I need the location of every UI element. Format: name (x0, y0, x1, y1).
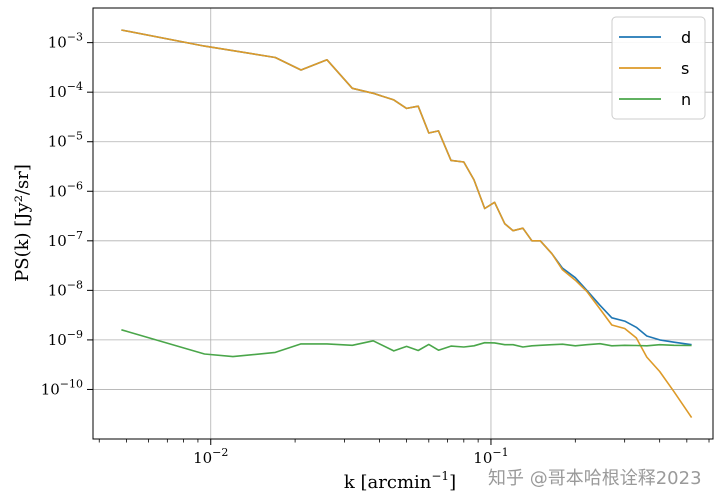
watermark-text: 知乎 @哥本哈根诠释2023 (488, 468, 702, 489)
y-tick-label: 10−4 (48, 80, 83, 101)
series-line-d (121, 29, 692, 346)
x-tick-label: 10−1 (473, 446, 508, 467)
y-tick-label: 10−5 (48, 130, 83, 151)
series-lines (121, 29, 693, 419)
legend: dsn (611, 16, 706, 120)
plot-area-frame (92, 7, 714, 440)
y-tick-label: 10−3 (48, 31, 83, 52)
legend-label-s: s (681, 59, 689, 78)
series-line-n (121, 329, 692, 358)
y-axis-ticks: 10−3 10−4 10−5 10−6 10−7 10−8 10−9 10−10 (41, 31, 93, 398)
y-tick-label: 10−6 (48, 179, 83, 200)
legend-label-n: n (681, 90, 691, 109)
y-tick-label: 10−10 (41, 377, 83, 398)
grid-lines (93, 8, 713, 439)
x-axis-ticks: 10−2 10−1 (98, 439, 710, 467)
y-tick-label: 10−8 (48, 278, 83, 299)
y-axis-label: PS(k) [Jy²/sr] (12, 164, 33, 282)
y-tick-label: 10−9 (48, 328, 83, 349)
y-tick-label: 10−7 (48, 229, 83, 250)
x-axis-label: k [arcmin−1] (344, 469, 456, 493)
series-line-s (121, 29, 693, 419)
x-tick-label: 10−2 (193, 446, 228, 467)
legend-label-d: d (681, 28, 691, 47)
